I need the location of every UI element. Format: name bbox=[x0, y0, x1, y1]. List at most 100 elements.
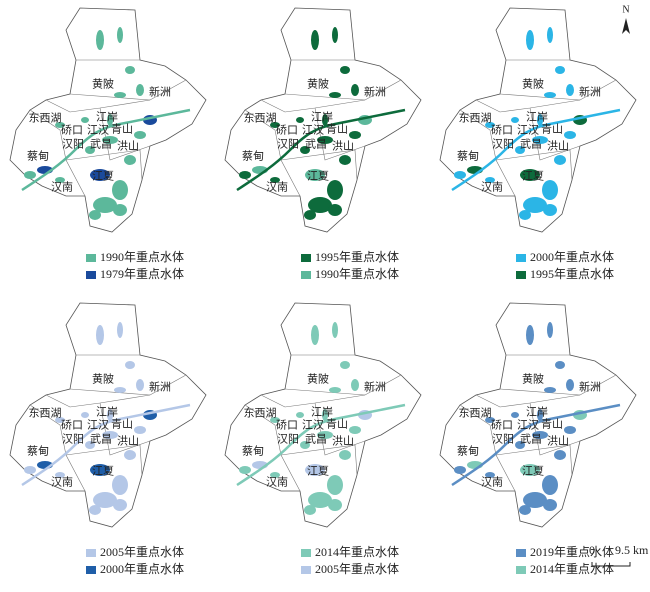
legend-label: 2014年重点水体 bbox=[530, 562, 614, 576]
district-label: 洪山 bbox=[117, 139, 139, 153]
water-body bbox=[511, 412, 519, 418]
district-label: 蔡甸 bbox=[457, 150, 479, 163]
water-body bbox=[564, 426, 576, 434]
district-label: 东西湖 bbox=[459, 407, 492, 420]
water-body bbox=[519, 210, 531, 220]
water-body bbox=[239, 466, 251, 474]
water-body bbox=[304, 210, 316, 220]
water-body bbox=[339, 450, 351, 460]
water-body bbox=[81, 412, 89, 418]
water-body bbox=[329, 92, 341, 98]
water-body bbox=[485, 417, 495, 423]
legend-swatch bbox=[516, 271, 526, 279]
district-line bbox=[99, 402, 151, 456]
water-body bbox=[305, 169, 325, 181]
legend-swatch bbox=[516, 254, 526, 262]
water-body bbox=[454, 171, 466, 179]
district-label: 青山 bbox=[326, 123, 348, 136]
water-body bbox=[124, 450, 136, 460]
water-body bbox=[327, 180, 343, 200]
legend-swatch bbox=[301, 566, 311, 574]
district-label: 黄陂 bbox=[92, 77, 114, 91]
district-label: 江汉 bbox=[302, 419, 324, 432]
water-body bbox=[89, 505, 101, 515]
water-body bbox=[332, 322, 338, 338]
legend-label: 1995年重点水体 bbox=[315, 250, 399, 264]
district-label: 汉南 bbox=[51, 476, 73, 489]
water-body bbox=[117, 27, 123, 43]
water-body bbox=[339, 155, 351, 165]
water-body bbox=[322, 409, 328, 421]
water-body bbox=[305, 464, 325, 476]
district-label: 江汉 bbox=[517, 124, 539, 137]
district-label: 汉南 bbox=[481, 476, 503, 489]
scale-end: 9.5 km bbox=[615, 543, 649, 557]
legend-label: 1979年重点水体 bbox=[100, 267, 184, 281]
district-label: 黄陂 bbox=[92, 372, 114, 386]
district-label: 汉阳 bbox=[277, 433, 299, 446]
district-label: 蔡甸 bbox=[242, 445, 264, 458]
water-body bbox=[454, 466, 466, 474]
district-label: 武昌 bbox=[520, 138, 542, 151]
water-body bbox=[93, 492, 117, 508]
district-label: 江岸 bbox=[96, 111, 118, 124]
district-label: 洪山 bbox=[547, 139, 569, 153]
legend-label: 2014年重点水体 bbox=[315, 545, 399, 559]
water-body bbox=[308, 197, 332, 213]
district-label: 洪山 bbox=[332, 139, 354, 153]
district-label: 江夏 bbox=[92, 170, 114, 183]
district-label: 蔡甸 bbox=[27, 150, 49, 163]
water-body bbox=[351, 84, 359, 96]
water-body bbox=[520, 169, 540, 181]
district-label: 江岸 bbox=[311, 406, 333, 419]
legend-label: 2000年重点水体 bbox=[530, 250, 614, 264]
water-body bbox=[96, 30, 104, 50]
district-line bbox=[260, 99, 366, 113]
water-body bbox=[81, 117, 89, 123]
district-line bbox=[65, 149, 143, 181]
legend-label: 2005年重点水体 bbox=[315, 562, 399, 576]
water-body bbox=[96, 325, 104, 345]
district-label: 东西湖 bbox=[244, 112, 277, 125]
district-label: 汉南 bbox=[266, 476, 288, 489]
district-line bbox=[45, 394, 151, 408]
district-label: 东西湖 bbox=[244, 407, 277, 420]
water-body bbox=[311, 30, 319, 50]
river bbox=[236, 108, 406, 192]
water-body bbox=[485, 472, 495, 478]
water-body bbox=[511, 117, 519, 123]
water-body bbox=[112, 475, 128, 495]
district-label: 汉阳 bbox=[62, 138, 84, 151]
water-body bbox=[55, 122, 65, 128]
district-line bbox=[495, 149, 573, 181]
legend-label: 2019年重点水体 bbox=[530, 545, 614, 559]
water-body bbox=[340, 66, 350, 74]
water-body bbox=[485, 122, 495, 128]
district-label: 硚口 bbox=[491, 419, 513, 432]
district-line bbox=[459, 404, 516, 492]
water-body bbox=[547, 27, 553, 43]
district-label: 江汉 bbox=[302, 124, 324, 137]
water-body bbox=[102, 431, 118, 439]
district-line bbox=[475, 394, 581, 408]
district-line bbox=[495, 444, 573, 476]
district-line bbox=[314, 107, 366, 161]
water-body bbox=[537, 114, 543, 126]
north-arrow-shape bbox=[622, 18, 630, 34]
district-label: 硚口 bbox=[61, 419, 83, 432]
water-body bbox=[537, 409, 543, 421]
district-label: 硚口 bbox=[276, 124, 298, 137]
district-label: 硚口 bbox=[61, 124, 83, 137]
north-arrow: N bbox=[622, 4, 630, 34]
water-body bbox=[270, 122, 280, 128]
water-body bbox=[515, 146, 525, 154]
water-body bbox=[542, 180, 558, 200]
river bbox=[21, 403, 191, 487]
district-label: 洪山 bbox=[332, 434, 354, 448]
district-label: 新洲 bbox=[149, 85, 171, 99]
water-body bbox=[136, 84, 144, 96]
district-label: 江夏 bbox=[307, 465, 329, 478]
water-body bbox=[526, 325, 534, 345]
